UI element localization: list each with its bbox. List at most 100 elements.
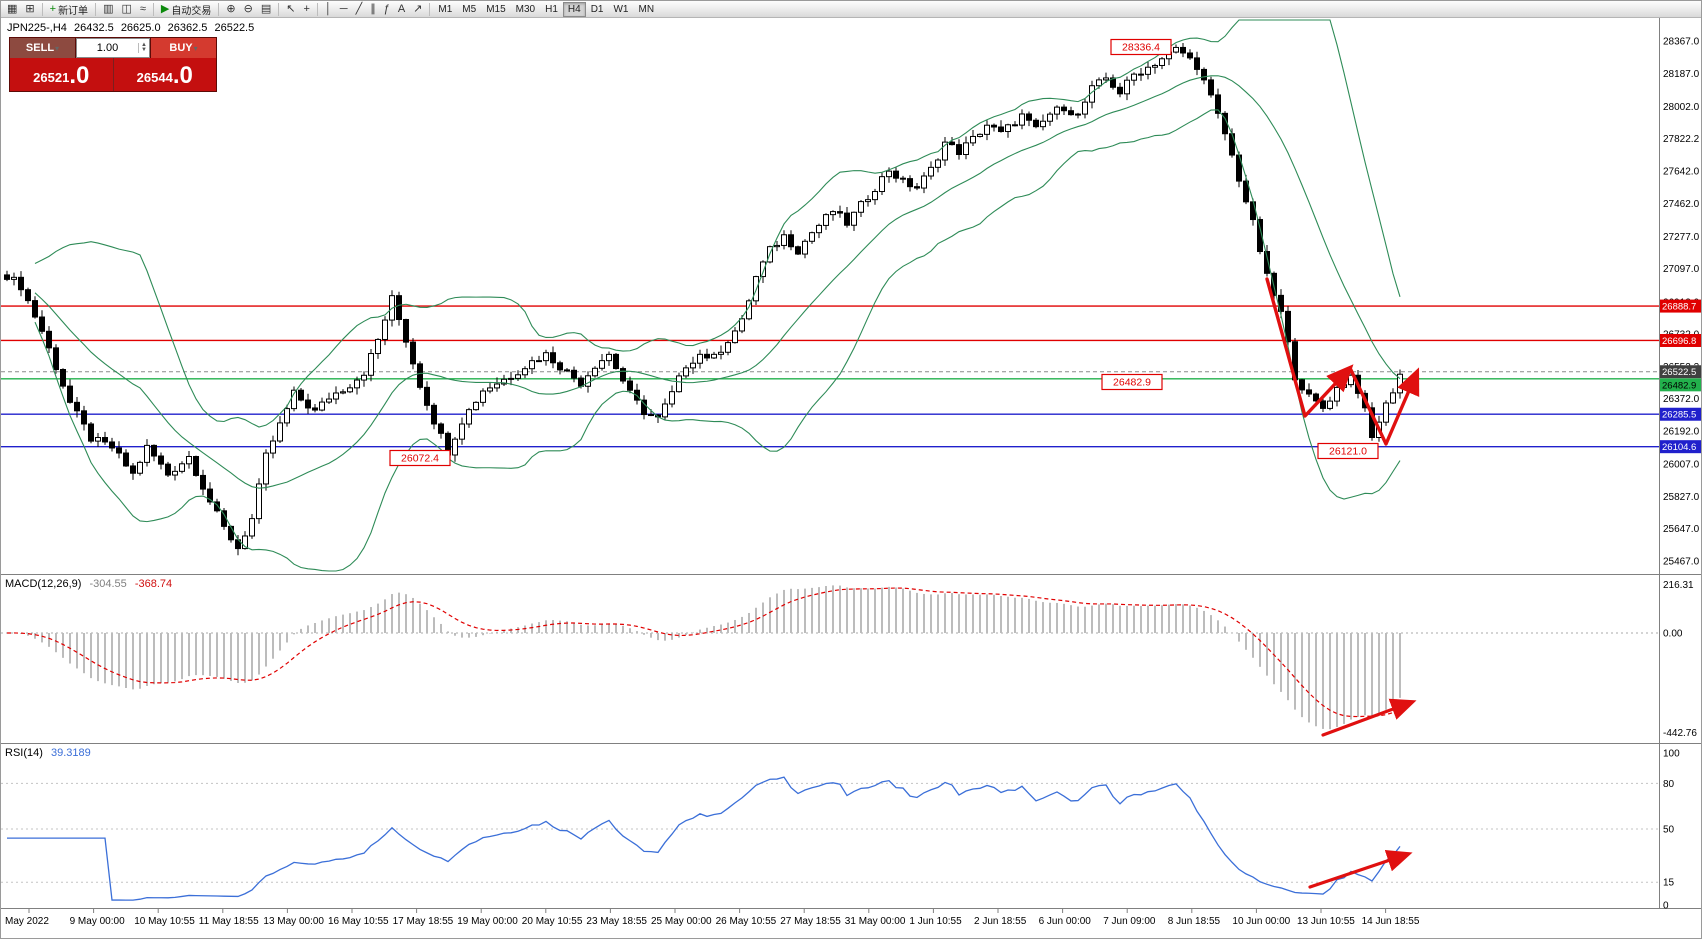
candle-body — [452, 438, 458, 456]
timeframe-m15-button[interactable]: M15 — [486, 3, 506, 15]
zoom-out-button[interactable]: ⊖ — [240, 2, 257, 17]
price-annotation-box[interactable] — [389, 449, 451, 467]
bollinger-lower-band — [34, 109, 1401, 572]
level-axis-label-text: 26696.8 — [1662, 336, 1696, 347]
candle-body — [788, 234, 794, 248]
macd-indicator-label: MACD(12,26,9) -304.55 -368.74 — [5, 578, 172, 590]
candle-body — [480, 390, 486, 403]
time-axis-label: 8 Jun 18:55 — [1168, 916, 1221, 927]
candle-body — [795, 246, 801, 255]
candle-body — [879, 176, 885, 193]
charts-grid-icon: ▦ — [7, 2, 18, 15]
bars-chart-button[interactable]: ▥ — [99, 2, 117, 17]
price-annotation-box[interactable] — [1101, 373, 1163, 391]
candle-body — [186, 455, 192, 465]
crosshair-button[interactable]: + — [299, 2, 313, 17]
stepper-up-icon[interactable]: ▲ — [141, 42, 147, 48]
candle-body — [1264, 251, 1270, 274]
candle-body — [956, 144, 962, 156]
buy-price-display[interactable]: 26544 .0 — [114, 58, 217, 91]
candle-body — [970, 135, 976, 144]
buy-button[interactable]: BUY ▾ — [150, 38, 216, 58]
time-axis-label: 27 May 18:55 — [780, 916, 841, 927]
volume-value[interactable]: 1.00 — [96, 42, 119, 54]
new-order-button[interactable]: + 新订单 — [46, 2, 92, 17]
candle-body — [396, 295, 402, 320]
price-trend-arrow[interactable] — [1265, 277, 1354, 418]
trendline-button[interactable]: ╱ — [352, 2, 367, 17]
new-chart-button[interactable]: ⊞ — [21, 2, 38, 17]
tile-windows-button[interactable]: ▤ — [257, 2, 275, 17]
candle-body — [599, 360, 605, 369]
candle-body — [151, 444, 157, 457]
timeframe-h1-button[interactable]: H1 — [545, 3, 558, 15]
macd-trend-arrow[interactable] — [1321, 698, 1417, 737]
candle-body — [781, 234, 787, 246]
candle-body — [711, 353, 717, 359]
line-chart-button[interactable]: ≈ — [136, 2, 150, 17]
candle-body — [109, 441, 115, 449]
volume-stepper[interactable]: ▲ ▼ — [138, 42, 149, 53]
timeframe-h4-button[interactable]: H4 — [562, 1, 586, 17]
volume-input[interactable]: 1.00 ▲ ▼ — [76, 38, 150, 58]
price-trend-arrow[interactable] — [1348, 366, 1420, 446]
macd-signal-line — [6, 587, 1401, 718]
candle-body — [1159, 58, 1165, 66]
candle-body — [935, 159, 941, 168]
candle-body — [46, 330, 52, 349]
candle-body — [515, 374, 521, 379]
price-axis-tick: 28367.0 — [1663, 37, 1700, 48]
candle-body — [1096, 79, 1102, 87]
cursor-button[interactable]: ↖ — [282, 2, 299, 17]
candle-body — [1285, 310, 1291, 343]
autotrading-icon: ▶ — [160, 2, 170, 15]
candle-body — [872, 191, 878, 201]
candle-body — [606, 353, 612, 362]
crosshair-icon: + — [303, 2, 310, 15]
candle-body — [1082, 101, 1088, 115]
equidistant-channel-button[interactable]: ∥ — [366, 2, 380, 17]
candle-body — [193, 455, 199, 476]
timeframe-w1-button[interactable]: W1 — [613, 3, 629, 15]
stepper-down-icon[interactable]: ▼ — [141, 47, 147, 53]
rsi-line — [7, 776, 1401, 901]
tile-windows-icon: ▤ — [260, 2, 272, 15]
timeframe-mn-button[interactable]: MN — [638, 3, 655, 15]
time-axis-label: 11 May 18:55 — [199, 916, 259, 927]
candle-body — [494, 383, 500, 389]
time-axis-label: 17 May 18:55 — [393, 916, 454, 927]
level-axis-label-text: 26104.6 — [1662, 442, 1696, 453]
sell-price-display[interactable]: 26521 .0 — [10, 58, 114, 91]
fibonacci-icon: ƒ — [383, 2, 390, 15]
rsi-value: 39.3189 — [50, 747, 91, 759]
candlestick-chart-button[interactable]: ◫ — [117, 2, 135, 17]
charts-grid-button[interactable]: ▦ — [3, 2, 21, 17]
text-button[interactable]: A — [394, 2, 409, 17]
zoom-in-button[interactable]: ⊕ — [222, 2, 239, 17]
timeframe-m1-button[interactable]: M1 — [438, 3, 453, 15]
price-annotation-box[interactable] — [1317, 442, 1379, 460]
candle-body — [725, 342, 731, 353]
candle-body — [459, 423, 465, 440]
candle-body — [298, 389, 304, 401]
candle-body — [1075, 113, 1081, 116]
candle-body — [977, 133, 983, 137]
candle-body — [95, 437, 101, 442]
price-annotation-box[interactable] — [1110, 38, 1172, 56]
candle-body — [137, 461, 143, 474]
autotrading-button[interactable]: ▶ 自动交易 — [157, 2, 215, 17]
timeframe-m5-button[interactable]: M5 — [462, 3, 477, 15]
fibonacci-button[interactable]: ƒ — [380, 2, 394, 17]
macd-axis-tick: -442.76 — [1663, 728, 1697, 739]
candle-body — [718, 351, 724, 355]
text-icon: A — [397, 2, 406, 15]
timeframe-d1-button[interactable]: D1 — [590, 3, 604, 15]
horizontal-line-button[interactable]: ─ — [336, 2, 352, 17]
vertical-line-button[interactable]: │ — [321, 2, 336, 17]
sell-button[interactable]: SELL ▾ — [10, 38, 76, 58]
timeframe-m30-button[interactable]: M30 — [515, 3, 536, 15]
arrow-object-button[interactable]: ↗ — [409, 2, 426, 17]
candle-body — [291, 389, 297, 410]
rsi-trend-arrow[interactable] — [1308, 850, 1413, 889]
